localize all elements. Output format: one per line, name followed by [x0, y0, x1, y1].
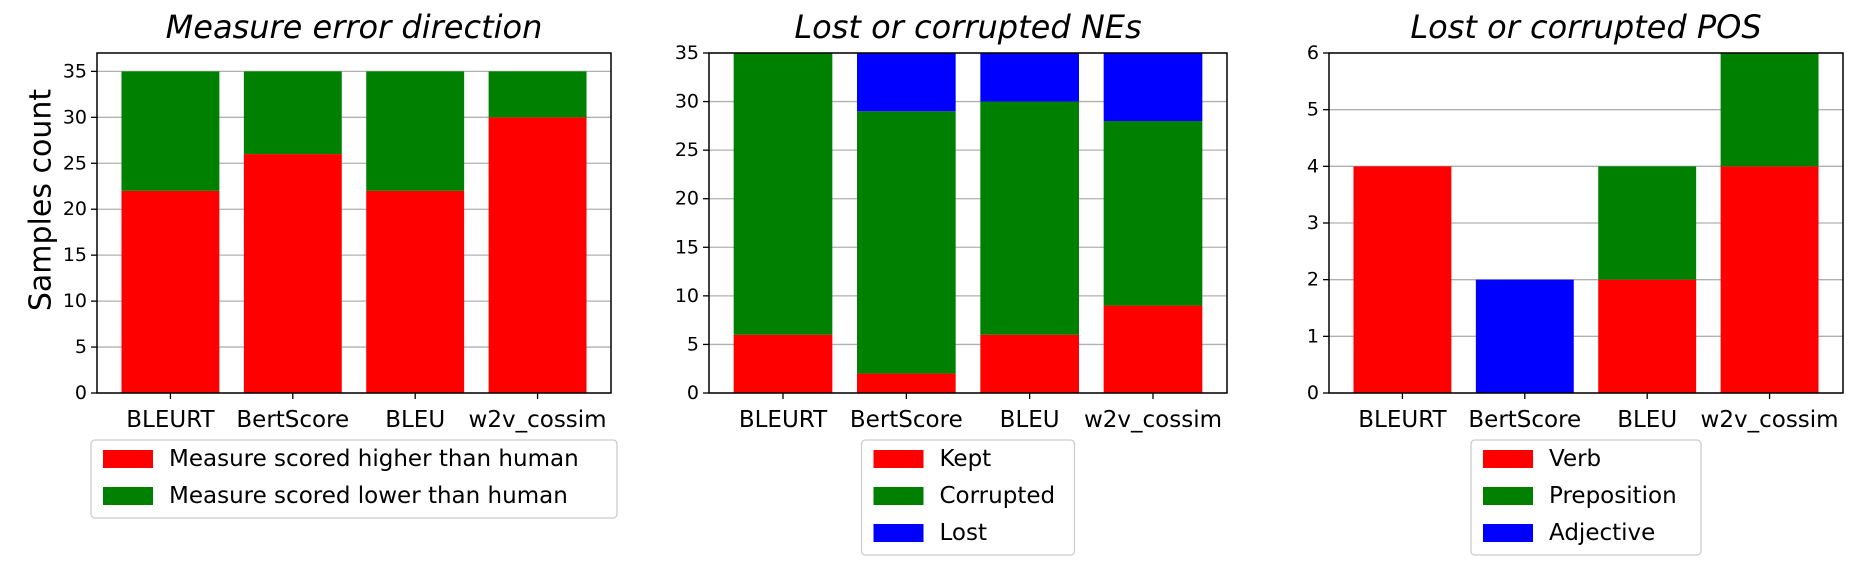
bar-bleu-series-2: [1598, 166, 1697, 280]
y-tick-label: 10: [63, 290, 87, 312]
legend-swatch: [103, 450, 153, 468]
legend-swatch: [1483, 450, 1533, 468]
x-tick-label: w2v_cossim: [1701, 407, 1839, 433]
bar-bleu-series-3: [980, 53, 1079, 102]
legend: Kept Corrupted Lost: [860, 439, 1076, 556]
y-tick-label: 5: [1307, 99, 1319, 121]
bar-bleu-series-1: [980, 334, 1079, 393]
legend-swatch: [873, 524, 924, 542]
legend-label: Verb: [1549, 446, 1601, 472]
bar-bleurt-series-1: [733, 334, 833, 393]
y-tick-label: 35: [675, 42, 699, 64]
x-tick-label: BLEU: [385, 407, 445, 433]
x-tick-label: BertScore: [850, 407, 963, 433]
bar-bleu-series-2: [366, 71, 465, 191]
legend: Measure scored higher than human Measure …: [90, 439, 618, 519]
bar-w2v-cossim-series-1: [1720, 166, 1819, 393]
y-tick-label: 20: [63, 198, 87, 220]
bar-bleu-series-1: [366, 190, 465, 393]
bar-bleurt-series-2: [733, 53, 833, 335]
x-tick-label: w2v_cossim: [469, 407, 607, 433]
legend-label: Adjective: [1549, 520, 1655, 546]
bar-bertscore-series-2: [243, 71, 342, 155]
x-tick-label: BLEURT: [1358, 407, 1447, 433]
legend-label: Measure scored lower than human: [169, 483, 568, 509]
y-tick-label: 30: [675, 91, 699, 113]
bar-w2v-cossim-series-2: [1103, 121, 1203, 306]
x-tick-label: BLEURT: [126, 407, 215, 433]
y-tick-label: 4: [1307, 155, 1319, 177]
legend-label: Measure scored higher than human: [169, 446, 579, 472]
chart-title: Lost or corrupted NEs: [794, 8, 1141, 46]
bar-w2v-cossim-series-3: [1103, 53, 1203, 121]
bar-bleu-series-2: [980, 101, 1079, 335]
legend-label: Kept: [940, 446, 992, 472]
bar-bleu-series-1: [1598, 279, 1697, 393]
y-tick-label: 0: [75, 382, 87, 404]
legend-swatch: [1483, 487, 1533, 505]
bar-bertscore-series-1: [857, 373, 956, 393]
bar-bertscore-series-3: [857, 53, 956, 112]
y-tick-label: 15: [63, 244, 87, 266]
x-tick-label: BertScore: [236, 407, 349, 433]
bar-bleurt-series-2: [121, 71, 220, 191]
y-tick-label: 5: [75, 336, 87, 358]
y-tick-label: 30: [63, 106, 87, 128]
plot-frame: [96, 52, 612, 394]
x-tick-label: BertScore: [1468, 407, 1581, 433]
chart-2: 0 5 10 15 20 25 30 35 BLEURT BertScore BLEU w2v_cos…: [675, 8, 1228, 556]
y-tick-label: 5: [687, 333, 699, 355]
y-tick-label: 20: [675, 188, 699, 210]
legend-label: Lost: [940, 520, 987, 546]
y-tick-label: 0: [1307, 382, 1319, 404]
y-tick-label: 3: [1307, 212, 1319, 234]
bar-w2v-cossim-series-2: [1720, 53, 1819, 167]
legend-box: [90, 439, 618, 519]
legend-swatch: [103, 487, 153, 505]
y-tick-label: 6: [1307, 42, 1319, 64]
y-tick-label: 1: [1307, 325, 1319, 347]
chart-title: Measure error direction: [166, 8, 543, 46]
plot-frame: [708, 52, 1228, 394]
bar-bertscore-series-2: [857, 111, 956, 374]
y-axis-label: Samples count: [24, 89, 59, 312]
bar-w2v-cossim-series-1: [488, 117, 587, 393]
bar-w2v-cossim-series-2: [488, 71, 587, 118]
y-tick-label: 2: [1307, 269, 1319, 291]
legend-swatch: [1483, 524, 1533, 542]
bar-bleurt-series-1: [1353, 166, 1452, 393]
y-tick-label: 0: [687, 382, 699, 404]
y-tick-label: 25: [63, 152, 87, 174]
bar-bertscore-series-3: [1475, 279, 1574, 393]
bar-bertscore-series-1: [243, 154, 342, 393]
y-tick-label: 25: [675, 139, 699, 161]
legend: Verb Preposition Adjective: [1470, 439, 1702, 556]
bar-bleurt-series-1: [121, 190, 220, 393]
legend-label: Corrupted: [940, 483, 1056, 509]
legend-swatch: [873, 450, 924, 468]
bar-w2v-cossim-series-1: [1103, 305, 1203, 393]
legend-label: Preposition: [1549, 483, 1677, 509]
x-tick-label: w2v_cossim: [1084, 407, 1222, 433]
chart-3: 0 1 2 3 4 5 6 BLEURT BertScore BLEU w2v_cossim Lost…: [1307, 8, 1844, 556]
x-tick-label: BLEURT: [739, 407, 828, 433]
y-tick-label: 35: [63, 60, 87, 82]
chart-1: 0 5 10 15 20 25 30 35 BLEURT BertScore BLEU w2v_cos…: [63, 8, 618, 519]
x-tick-label: BLEU: [1000, 407, 1060, 433]
y-tick-label: 10: [675, 285, 699, 307]
chart-title: Lost or corrupted POS: [1410, 8, 1761, 46]
y-tick-label: 15: [675, 236, 699, 258]
legend-swatch: [873, 487, 924, 505]
x-tick-label: BLEU: [1617, 407, 1677, 433]
